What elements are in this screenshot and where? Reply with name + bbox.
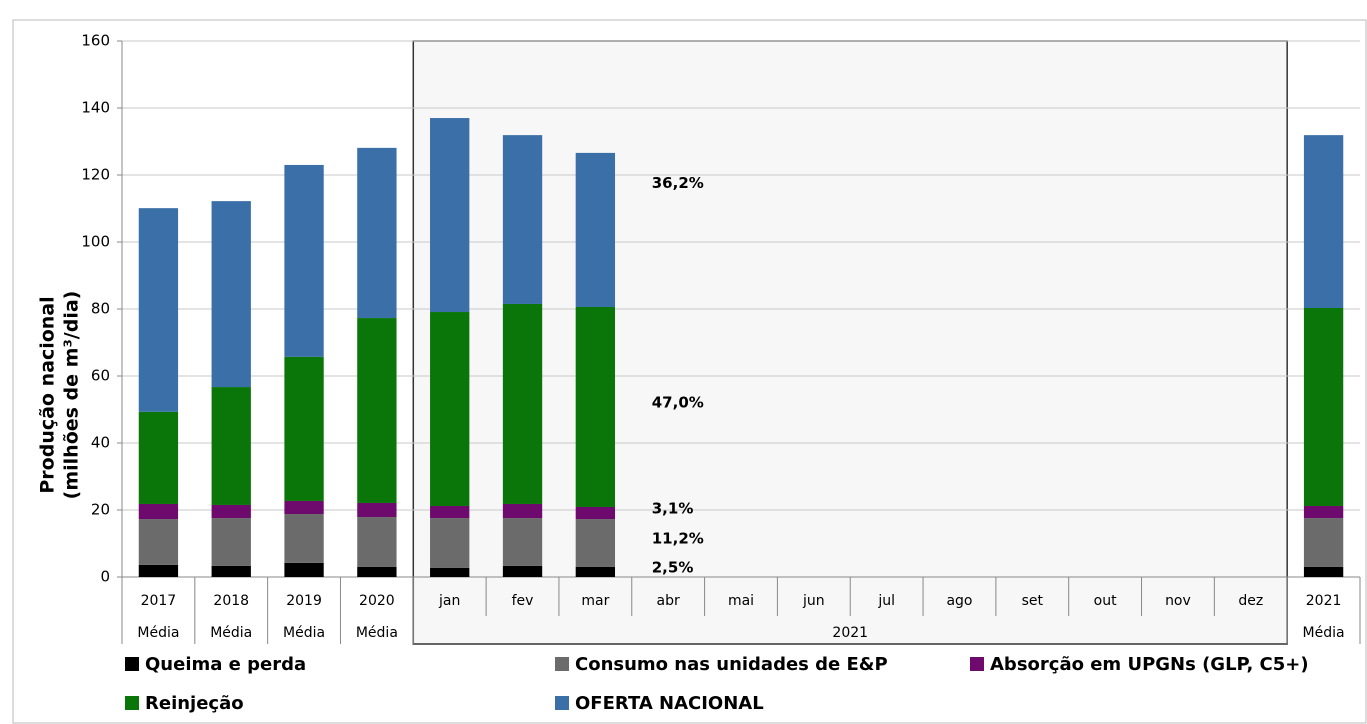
y-axis-label: (milhões de m³/dia): [61, 291, 83, 500]
annotation: 47,0%: [652, 393, 704, 411]
bar-segment: [502, 518, 543, 566]
bar-segment: [211, 565, 251, 577]
bar-segment: [211, 387, 251, 505]
x-tick-label: fev: [512, 593, 534, 609]
legend-label: Absorção em UPGNs (GLP, C5+): [990, 654, 1309, 675]
bar-segment: [430, 505, 470, 519]
bar-segment: [211, 504, 251, 519]
bar-segment: [357, 502, 397, 518]
bar-segment: [1303, 135, 1344, 308]
bar-segment: [357, 566, 397, 577]
bar-segment: [357, 147, 397, 319]
legend-swatch: [970, 657, 984, 671]
annotation: 36,2%: [652, 174, 704, 192]
legend-label: OFERTA NACIONAL: [575, 693, 764, 714]
x-tick-label: jan: [438, 593, 460, 609]
legend-label: Queima e perda: [145, 654, 306, 675]
bar-segment: [575, 566, 616, 577]
x-tick-label: 2019: [286, 593, 322, 609]
y-tick-label: 140: [81, 99, 110, 117]
x-tick-label: jul: [877, 593, 895, 609]
annotation: 2,5%: [652, 558, 694, 576]
bar-segment: [284, 500, 324, 515]
annotation: 3,1%: [652, 500, 694, 518]
legend-swatch: [555, 696, 569, 710]
y-tick-label: 100: [81, 233, 110, 251]
x-tick-label: ago: [946, 593, 972, 609]
bar-segment: [430, 567, 470, 577]
legend-swatch: [125, 696, 139, 710]
period-box: [412, 40, 1288, 645]
bar-segment: [211, 518, 251, 566]
y-tick-label: 60: [91, 367, 110, 385]
y-tick-label: 120: [81, 166, 110, 184]
bar-segment: [138, 503, 179, 520]
x-tick-label: out: [1094, 593, 1117, 609]
y-axis-label: Produção nacional: [37, 296, 59, 493]
bar-segment: [575, 306, 616, 507]
bar-segment: [138, 411, 179, 504]
bar-segment: [211, 201, 251, 388]
legend-swatch: [125, 657, 139, 671]
bar-segment: [357, 517, 397, 567]
bar-segment: [138, 564, 179, 577]
bar-segment: [430, 118, 470, 313]
bar-segment: [284, 514, 324, 563]
bar-segment: [502, 565, 543, 577]
x-tick-label: dez: [1238, 593, 1263, 609]
bar-segment: [430, 312, 470, 506]
x-group-label: Média: [356, 625, 398, 641]
y-tick-label: 160: [81, 32, 110, 50]
bar-segment: [430, 518, 470, 568]
legend-label: Reinjeção: [145, 693, 244, 714]
y-tick-label: 80: [91, 300, 110, 318]
legend-label: Consumo nas unidades de E&P: [575, 654, 888, 675]
y-tick-label: 40: [91, 434, 110, 452]
x-tick-label: nov: [1165, 593, 1191, 609]
x-tick-label: jun: [802, 593, 825, 609]
bar-segment: [284, 562, 324, 577]
annotation: 11,2%: [652, 529, 704, 547]
x-tick-label: set: [1022, 593, 1044, 609]
y-tick-label: 20: [91, 501, 110, 519]
bar-segment: [284, 356, 324, 501]
bar-segment: [575, 152, 616, 307]
x-group-label: Média: [283, 625, 325, 641]
bar-segment: [502, 503, 543, 519]
bar-segment: [138, 519, 179, 565]
x-group-label: 2021: [832, 625, 868, 641]
x-tick-label: 2020: [359, 593, 395, 609]
bar-segment: [575, 519, 616, 567]
x-tick-label: 2021: [1306, 593, 1342, 609]
bar-segment: [1303, 307, 1344, 506]
x-group-label: Média: [210, 625, 252, 641]
bar-segment: [357, 318, 397, 503]
x-tick-label: mar: [581, 593, 609, 609]
bar-segment: [1303, 505, 1344, 519]
y-tick-label: 0: [100, 568, 110, 586]
bar-segment: [1303, 566, 1344, 577]
x-tick-label: 2018: [213, 593, 249, 609]
bar-segment: [138, 208, 179, 412]
x-tick-label: 2017: [141, 593, 177, 609]
legend-swatch: [555, 657, 569, 671]
bar-segment: [502, 303, 543, 504]
x-tick-label: abr: [657, 593, 680, 609]
x-group-label: Média: [137, 625, 179, 641]
x-group-label: Média: [1303, 625, 1345, 641]
bar-segment: [502, 135, 543, 304]
bar-segment: [284, 164, 324, 357]
bar-segment: [1303, 518, 1344, 567]
bar-segment: [575, 506, 616, 520]
chart-border: [12, 19, 1367, 724]
x-tick-label: mai: [728, 593, 754, 609]
